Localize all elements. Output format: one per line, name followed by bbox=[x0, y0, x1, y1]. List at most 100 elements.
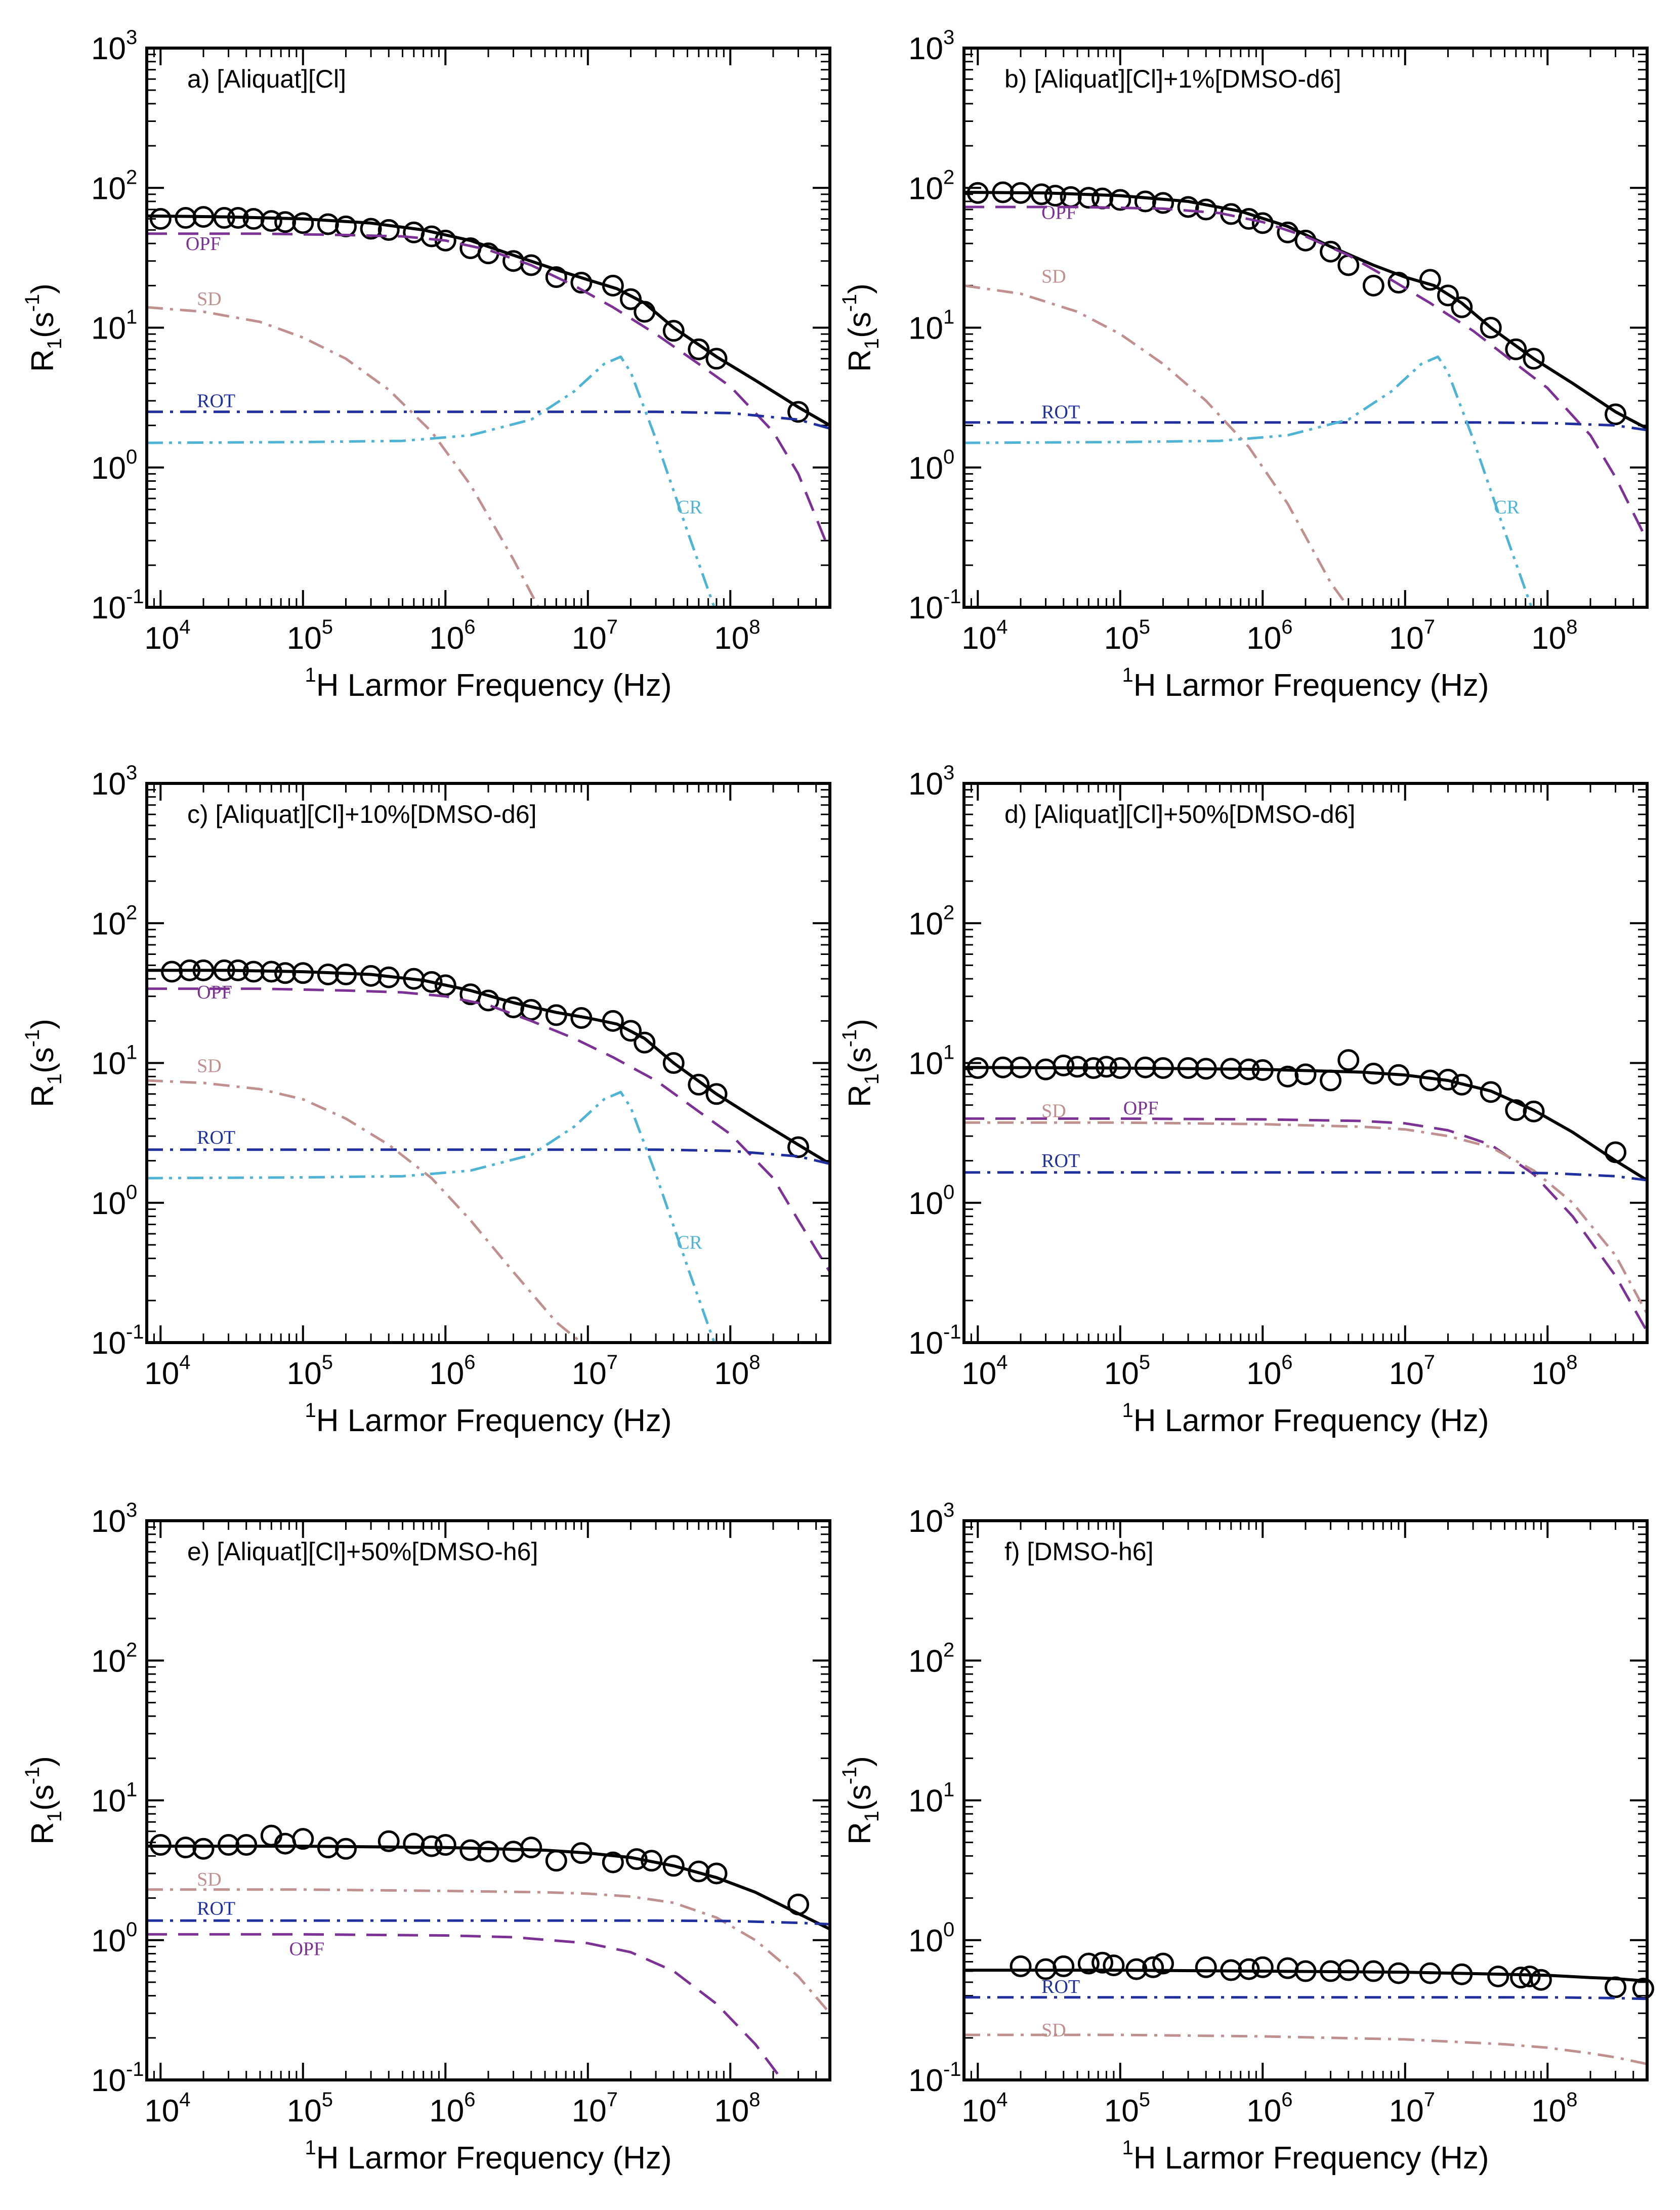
y-tick-label: 103 bbox=[908, 1499, 954, 1539]
y-tick-label: 102 bbox=[91, 1639, 137, 1679]
curve-label-rot: ROT bbox=[1041, 1976, 1080, 1997]
data-point bbox=[502, 1841, 525, 1863]
x-tick-label: 106 bbox=[1246, 2089, 1292, 2129]
data-point bbox=[1337, 1959, 1360, 1981]
y-tick-label: 102 bbox=[908, 901, 954, 941]
opf-curve bbox=[964, 205, 1647, 541]
data-point bbox=[1195, 1956, 1217, 1978]
data-point bbox=[1320, 1069, 1342, 1092]
x-tick-label: 104 bbox=[961, 616, 1007, 656]
data-point bbox=[317, 213, 339, 235]
y-tick-label: 102 bbox=[91, 901, 137, 941]
x-axis-title: 1H Larmor Frequency (Hz) bbox=[1122, 1399, 1489, 1438]
data-point bbox=[1437, 284, 1459, 307]
x-axis-title: 1H Larmor Frequency (Hz) bbox=[305, 2137, 671, 2176]
x-tick-label: 107 bbox=[572, 616, 618, 656]
data-point bbox=[545, 266, 567, 288]
cr-curve bbox=[147, 1091, 716, 1343]
y-tick-label: 10-1 bbox=[908, 2058, 961, 2098]
plot-frame bbox=[962, 47, 1649, 609]
curve-label-opf: OPF bbox=[1041, 202, 1077, 224]
plot-frame bbox=[145, 1519, 831, 2081]
x-tick-label: 105 bbox=[287, 2089, 333, 2129]
fit-curve bbox=[147, 214, 830, 427]
rot-curve bbox=[964, 1171, 1647, 1182]
data-point bbox=[1152, 1952, 1174, 1975]
rot-curve bbox=[147, 1919, 830, 1926]
data-point bbox=[260, 210, 282, 232]
curve-label-rot: ROT bbox=[1041, 401, 1080, 423]
data-point bbox=[1251, 212, 1274, 234]
x-tick-label: 108 bbox=[1531, 2089, 1577, 2129]
data-point bbox=[619, 288, 642, 310]
data-point bbox=[1277, 1957, 1299, 1979]
plot-frame bbox=[962, 1519, 1649, 2081]
x-tick-label: 106 bbox=[429, 616, 475, 656]
y-tick-label: 103 bbox=[91, 762, 137, 802]
x-axis-title: 1H Larmor Frequency (Hz) bbox=[305, 1399, 671, 1438]
cr-curve bbox=[147, 355, 716, 607]
data-point bbox=[403, 1832, 425, 1855]
data-point bbox=[662, 1052, 685, 1074]
curve-label-opf: OPF bbox=[186, 233, 221, 255]
y-tick-label: 102 bbox=[908, 1639, 954, 1679]
data-point bbox=[570, 271, 593, 294]
opf-curve bbox=[147, 232, 830, 553]
curve-label-sd: SD bbox=[1041, 1100, 1066, 1121]
opf-curve bbox=[147, 1933, 784, 2080]
x-tick-label: 105 bbox=[1104, 2089, 1150, 2129]
panel-title: a) [Aliquat][Cl] bbox=[187, 65, 346, 93]
data-point bbox=[1142, 1956, 1164, 1978]
x-tick-label: 107 bbox=[572, 2089, 618, 2129]
x-tick-label: 106 bbox=[1246, 616, 1292, 656]
x-tick-label: 108 bbox=[714, 2089, 760, 2129]
data-point bbox=[662, 320, 685, 342]
x-tick-label: 105 bbox=[1104, 1351, 1150, 1391]
data-point bbox=[1044, 185, 1066, 207]
x-tick-label: 104 bbox=[961, 2089, 1007, 2129]
data-point bbox=[403, 221, 425, 243]
data-point bbox=[292, 212, 314, 234]
data-point bbox=[1337, 1049, 1360, 1071]
y-tick-label: 103 bbox=[91, 1499, 137, 1539]
panel-b: 104 105 106 107 108 10-1 100 101 102 103 OPF SD ROT C… bbox=[838, 26, 1649, 703]
data-point bbox=[787, 1136, 810, 1158]
plot-frame bbox=[145, 47, 831, 609]
x-axis-title: 1H Larmor Frequency (Hz) bbox=[305, 664, 671, 703]
plot-frame bbox=[962, 782, 1649, 1344]
data-point bbox=[662, 1855, 685, 1877]
x-tick-label: 104 bbox=[961, 1351, 1007, 1391]
data-point bbox=[1103, 1954, 1125, 1977]
curve-label-rot: ROT bbox=[197, 1127, 235, 1148]
data-point bbox=[335, 1838, 357, 1860]
data-point bbox=[1010, 1955, 1032, 1977]
data-point bbox=[602, 1851, 624, 1873]
data-point bbox=[619, 1020, 642, 1042]
data-point bbox=[477, 1841, 499, 1863]
rot-curve bbox=[964, 1996, 1647, 2000]
data-point bbox=[1238, 208, 1260, 230]
data-point bbox=[1195, 198, 1217, 221]
x-tick-label: 108 bbox=[714, 1351, 760, 1391]
y-axis-title: R1(s-1) bbox=[838, 1756, 883, 1845]
curve-label-rot: ROT bbox=[197, 1898, 235, 1920]
x-tick-label: 105 bbox=[1104, 616, 1150, 656]
data-point bbox=[434, 1834, 456, 1856]
fit-curve bbox=[147, 969, 830, 1165]
y-tick-label: 100 bbox=[91, 1919, 137, 1958]
curve-label-opf: OPF bbox=[1123, 1098, 1159, 1119]
y-tick-label: 10-1 bbox=[91, 1321, 144, 1361]
y-tick-label: 10-1 bbox=[91, 2058, 144, 2098]
curve-label-opf: OPF bbox=[197, 982, 232, 1003]
curve-label-sd: SD bbox=[1041, 266, 1066, 287]
data-point bbox=[545, 1850, 567, 1872]
opf-curve bbox=[964, 1117, 1647, 1332]
y-tick-label: 101 bbox=[91, 306, 137, 346]
data-point bbox=[1362, 274, 1384, 297]
data-point bbox=[377, 1830, 400, 1852]
panel-title: c) [Aliquat][Cl]+10%[DMSO-d6] bbox=[187, 800, 537, 828]
y-tick-label: 101 bbox=[908, 306, 954, 346]
x-tick-label: 108 bbox=[1531, 616, 1577, 656]
data-point bbox=[274, 211, 297, 233]
